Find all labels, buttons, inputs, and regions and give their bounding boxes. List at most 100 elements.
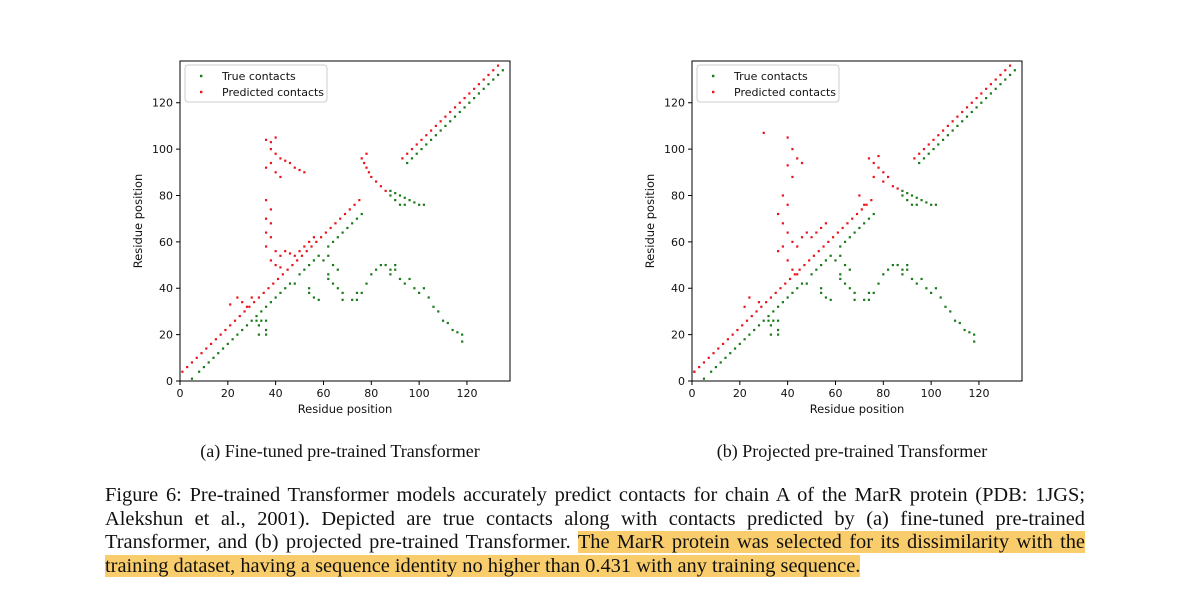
true-contact-point xyxy=(365,282,368,285)
predicted-contact-point xyxy=(985,87,988,90)
true-contact-point xyxy=(384,263,387,267)
predicted-contact-point xyxy=(798,268,801,271)
predicted-contact-point xyxy=(463,97,466,100)
true-contact-point xyxy=(444,124,447,128)
predicted-contact-point xyxy=(264,138,268,141)
true-contacts-series xyxy=(190,69,504,380)
true-contact-point xyxy=(853,291,856,294)
true-contact-point xyxy=(398,277,402,281)
true-contact-point xyxy=(769,324,773,327)
predicted-contact-point xyxy=(190,361,194,364)
true-contact-point xyxy=(308,291,311,294)
predicted-contact-point xyxy=(303,171,306,174)
true-contact-point xyxy=(906,268,909,271)
y-tick-label: 100 xyxy=(152,143,173,156)
predicted-contact-point xyxy=(791,175,794,179)
true-contact-point xyxy=(446,321,449,325)
predicted-contact-point xyxy=(1008,64,1012,67)
predicted-contact-point xyxy=(796,157,799,160)
predicted-contact-point xyxy=(805,231,808,234)
true-contact-point xyxy=(226,342,229,345)
predicted-contact-point xyxy=(927,143,930,146)
true-contact-point xyxy=(492,78,495,81)
true-contact-point xyxy=(331,263,335,267)
legend-predicted-marker xyxy=(712,90,715,94)
true-contact-point xyxy=(429,138,433,141)
predicted-contact-point xyxy=(269,141,272,144)
true-contact-point xyxy=(255,314,258,318)
predicted-contact-point xyxy=(473,87,476,90)
true-contact-point xyxy=(920,199,923,202)
true-contact-point xyxy=(341,298,344,301)
predicted-contact-point xyxy=(865,203,868,206)
x-tick-label: 0 xyxy=(689,387,696,400)
true-contact-point xyxy=(279,291,282,294)
true-contact-point xyxy=(317,254,320,257)
true-contact-point xyxy=(772,310,775,313)
predicted-contact-point xyxy=(994,78,997,81)
predicted-contact-point xyxy=(262,291,265,294)
true-contact-point xyxy=(331,240,335,243)
contact-map-b: 0 20 40 60 80 100 120 0 20 40 60 80 100 120 Residue po… xyxy=(643,60,1023,416)
true-contact-point xyxy=(284,287,287,290)
true-contact-point xyxy=(453,115,457,118)
predicted-contact-point xyxy=(276,277,280,281)
true-contact-point xyxy=(441,319,445,322)
y-tick-label: 60 xyxy=(671,236,685,249)
predicted-contact-point xyxy=(286,268,289,271)
x-tick-label: 100 xyxy=(921,387,942,400)
x-tick-label: 40 xyxy=(781,387,795,400)
true-contact-point xyxy=(848,268,851,271)
true-contact-point xyxy=(257,333,261,336)
predicted-contact-point xyxy=(279,175,282,179)
true-contact-point xyxy=(408,277,411,281)
true-contact-point xyxy=(896,263,899,267)
figure-caption: Figure 6: Pre-trained Transformer models… xyxy=(105,484,1085,578)
predicted-contact-point xyxy=(425,134,428,137)
y-tick-label: 0 xyxy=(678,375,685,388)
predicted-contact-point xyxy=(831,236,835,239)
true-contact-point xyxy=(853,231,856,234)
predicted-contact-point xyxy=(482,78,485,81)
predicted-contact-point xyxy=(932,138,935,141)
predicted-contact-point xyxy=(305,250,308,253)
predicted-contact-point xyxy=(872,161,875,165)
true-contact-point xyxy=(217,352,220,355)
predicted-contact-point xyxy=(279,254,282,257)
true-contact-point xyxy=(308,263,311,267)
true-contact-point xyxy=(956,124,959,128)
predicted-contact-point xyxy=(762,131,765,134)
true-contact-point xyxy=(437,310,440,313)
true-contact-point xyxy=(336,236,339,239)
true-contact-point xyxy=(394,268,397,271)
true-contact-point xyxy=(432,305,435,308)
true-contact-point xyxy=(410,157,414,160)
legend-predicted-marker xyxy=(200,90,203,94)
true-contact-point xyxy=(985,97,988,100)
predicted-contact-point xyxy=(200,352,203,355)
true-contact-point xyxy=(858,226,861,230)
true-contact-point xyxy=(322,259,325,262)
true-contact-point xyxy=(202,365,206,369)
true-contact-point xyxy=(805,282,808,285)
true-contact-point xyxy=(403,203,406,206)
predicted-contact-point xyxy=(863,203,866,206)
true-contact-point xyxy=(915,282,918,285)
predicted-contact-point xyxy=(980,92,983,95)
true-contact-point xyxy=(848,236,851,239)
true-contact-point xyxy=(872,212,875,216)
true-contact-point xyxy=(418,291,421,294)
predicted-contact-point xyxy=(224,328,227,332)
predicted-contact-point xyxy=(444,115,447,118)
predicted-contact-point xyxy=(824,222,828,225)
true-contact-point xyxy=(482,87,485,90)
predicted-contact-point xyxy=(791,240,794,243)
true-contact-point xyxy=(312,296,316,299)
true-contact-point xyxy=(810,273,813,276)
x-tick-label: 80 xyxy=(876,387,890,400)
true-contact-point xyxy=(776,333,780,336)
predicted-contact-point xyxy=(269,236,272,239)
true-contact-point xyxy=(461,340,464,343)
predicted-contact-point xyxy=(229,324,232,327)
predicted-contact-point xyxy=(776,250,780,253)
